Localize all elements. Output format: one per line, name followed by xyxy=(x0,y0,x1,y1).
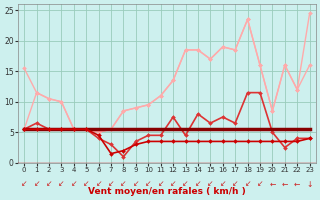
Text: ↙: ↙ xyxy=(182,180,189,189)
Text: ←: ← xyxy=(269,180,276,189)
Text: ↙: ↙ xyxy=(232,180,238,189)
Text: ↓: ↓ xyxy=(307,180,313,189)
Text: ↙: ↙ xyxy=(145,180,151,189)
Text: ↙: ↙ xyxy=(207,180,213,189)
Text: ↙: ↙ xyxy=(58,180,65,189)
Text: ↙: ↙ xyxy=(195,180,201,189)
Text: ↙: ↙ xyxy=(83,180,89,189)
X-axis label: Vent moyen/en rafales ( km/h ): Vent moyen/en rafales ( km/h ) xyxy=(88,187,246,196)
Text: ↙: ↙ xyxy=(71,180,77,189)
Text: ↙: ↙ xyxy=(133,180,139,189)
Text: ↙: ↙ xyxy=(95,180,102,189)
Text: ←: ← xyxy=(282,180,288,189)
Text: ↙: ↙ xyxy=(220,180,226,189)
Text: ↙: ↙ xyxy=(108,180,114,189)
Text: ↙: ↙ xyxy=(120,180,127,189)
Text: ↙: ↙ xyxy=(157,180,164,189)
Text: ↙: ↙ xyxy=(244,180,251,189)
Text: ↙: ↙ xyxy=(170,180,176,189)
Text: ←: ← xyxy=(294,180,300,189)
Text: ↙: ↙ xyxy=(46,180,52,189)
Text: ↙: ↙ xyxy=(257,180,263,189)
Text: ↙: ↙ xyxy=(21,180,27,189)
Text: ↙: ↙ xyxy=(33,180,40,189)
